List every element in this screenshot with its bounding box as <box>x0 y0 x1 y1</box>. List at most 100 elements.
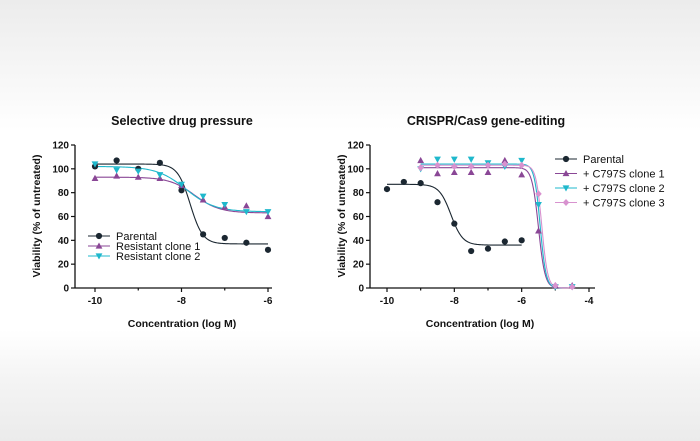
data-point-parental <box>400 178 407 186</box>
data-point-c797s-clone-3 <box>501 160 509 168</box>
data-point-resistant-clone-1 <box>264 212 272 220</box>
x-tick-label: -4 <box>585 296 594 307</box>
y-tick-label: 100 <box>347 164 364 175</box>
data-point-parental <box>264 246 272 253</box>
legend-label: + C797S clone 2 <box>583 183 665 195</box>
data-point-resistant-clone-2 <box>156 172 164 179</box>
data-point-parental <box>243 239 250 246</box>
y-tick-label: 60 <box>353 212 365 223</box>
data-point-parental <box>518 237 525 244</box>
data-point-parental <box>178 187 185 194</box>
data-point-c797s-clone-1 <box>450 168 458 176</box>
legend-label: + C797S clone 1 <box>583 169 665 181</box>
data-point-c797s-clone-3 <box>568 283 576 291</box>
data-point-resistant-clone-1 <box>242 202 250 209</box>
data-point-parental <box>113 157 120 164</box>
legend-marker-c797s-clone-2 <box>562 185 570 192</box>
x-tick-label: -8 <box>450 296 459 307</box>
data-point-c797s-clone-3 <box>535 190 542 198</box>
y-tick-label: 120 <box>52 141 69 152</box>
legend: Parental + C797S clone 1 + C797S clone 2 + … <box>555 154 665 210</box>
data-point-parental <box>221 234 228 242</box>
y-tick-label: 60 <box>58 212 70 223</box>
data-point-c797s-clone-1 <box>501 156 509 164</box>
data-point-parental <box>200 231 207 238</box>
data-point-c797s-clone-3 <box>552 282 559 290</box>
data-point-c797s-clone-3 <box>434 161 441 169</box>
legend-marker-parental <box>562 155 570 163</box>
data-point-c797s-clone-1 <box>484 168 492 176</box>
data-point-resistant-clone-2 <box>178 181 185 188</box>
data-point-c797s-clone-3 <box>451 162 458 171</box>
legend-marker-c797s-clone-1 <box>562 169 570 177</box>
legend-marker-resistant-clone-2 <box>95 253 103 260</box>
data-point-resistant-clone-2 <box>199 193 207 200</box>
chart-selective-drug-pressure: Selective drug pressure Viability (% of … <box>31 114 273 330</box>
data-point-parental <box>501 238 508 245</box>
data-point-parental <box>468 247 475 255</box>
data-point-parental <box>417 180 424 187</box>
fit-curve-c797s-clone-1 <box>420 167 573 289</box>
data-point-c797s-clone-2 <box>467 156 475 163</box>
fit-curve-c797s-clone-3 <box>420 164 573 289</box>
data-point-c797s-clone-1 <box>518 171 526 178</box>
x-axis-label: Concentration (log M) <box>128 318 237 330</box>
data-point-resistant-clone-2 <box>221 201 229 209</box>
data-point-resistant-clone-1 <box>134 173 142 180</box>
data-point-parental <box>484 245 492 252</box>
data-point-resistant-clone-2 <box>242 209 250 216</box>
data-point-c797s-clone-3 <box>417 164 424 172</box>
data-point-c797s-clone-1 <box>535 227 542 234</box>
data-point-c797s-clone-3 <box>484 161 492 169</box>
data-point-resistant-clone-1 <box>91 174 99 181</box>
data-point-c797s-clone-2 <box>434 156 441 163</box>
fit-curve-parental <box>95 163 268 245</box>
data-point-parental <box>451 220 458 227</box>
legend-marker-resistant-clone-1 <box>95 242 103 249</box>
y-tick-label: 20 <box>58 260 70 271</box>
x-tick-label: -10 <box>88 296 103 307</box>
y-tick-label: 80 <box>353 188 365 199</box>
x-axis-label: Concentration (log M) <box>426 318 535 330</box>
legend-marker-parental <box>95 232 103 240</box>
legend-label: Parental <box>116 231 157 243</box>
data-point-c797s-clone-1 <box>417 156 425 164</box>
x-tick-label: -10 <box>380 296 395 307</box>
y-tick-label: 120 <box>347 141 364 152</box>
data-point-c797s-clone-2 <box>518 157 526 165</box>
x-tick-label: -6 <box>264 296 273 307</box>
y-tick-label: 80 <box>58 188 70 199</box>
data-point-resistant-clone-2 <box>91 161 99 168</box>
x-tick-label: -8 <box>177 296 186 307</box>
chart-title: CRISPR/Cas9 gene-editing <box>407 114 565 128</box>
data-point-resistant-clone-2 <box>113 167 121 174</box>
data-point-c797s-clone-2 <box>450 156 458 163</box>
legend-label: Resistant clone 1 <box>116 241 200 253</box>
data-point-parental <box>383 185 391 193</box>
y-tick-label: 0 <box>63 284 69 295</box>
y-tick-label: 40 <box>353 236 365 247</box>
fit-curve-c797s-clone-2 <box>420 163 573 289</box>
y-tick-label: 100 <box>52 164 69 175</box>
chart-crispr-gene-editing: CRISPR/Cas9 gene-editing Viability (% of… <box>336 114 665 330</box>
fit-curve-parental <box>387 183 522 246</box>
legend-label: Parental <box>583 154 624 166</box>
data-point-c797s-clone-3 <box>467 162 475 171</box>
data-point-c797s-clone-2 <box>535 201 542 209</box>
data-point-parental <box>156 159 163 166</box>
legend-label: Resistant clone 2 <box>116 251 200 263</box>
data-point-parental <box>434 199 441 206</box>
data-point-resistant-clone-1 <box>113 172 121 179</box>
data-point-c797s-clone-1 <box>434 170 441 177</box>
x-tick-label: -6 <box>517 296 526 307</box>
legend-marker-c797s-clone-3 <box>562 198 570 207</box>
y-tick-label: 40 <box>58 236 70 247</box>
data-point-resistant-clone-2 <box>264 209 272 216</box>
y-tick-label: 0 <box>358 284 364 295</box>
y-axis-label: Viability (% of untreated) <box>31 155 43 278</box>
data-point-c797s-clone-3 <box>518 161 525 169</box>
chart-title: Selective drug pressure <box>111 114 253 128</box>
y-axis-label: Viability (% of untreated) <box>336 155 348 278</box>
